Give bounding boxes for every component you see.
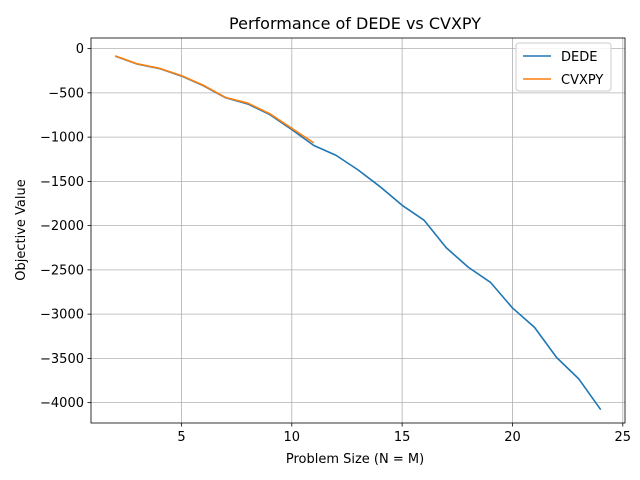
y-tick-label: −1500 (40, 175, 84, 190)
x-tick-label: 10 (284, 430, 301, 445)
y-tick-label: 0 (76, 42, 84, 57)
legend: DEDE CVXPY (515, 42, 612, 92)
legend-label-dede: DEDE (561, 50, 597, 65)
series-lines (114, 55, 602, 411)
grid (91, 38, 625, 423)
y-tick-label: −2000 (40, 219, 84, 234)
y-tick-label: −2500 (40, 263, 84, 278)
series-line-cvxpy (114, 55, 315, 144)
y-tick-label: −500 (48, 86, 84, 101)
y-tick-label: −3000 (40, 308, 84, 323)
x-tick-label: 20 (504, 430, 521, 445)
x-tick-label: 5 (177, 430, 185, 445)
x-axis-ticks: 5 10 15 20 25 (177, 423, 631, 445)
y-tick-label: −3500 (40, 352, 84, 367)
y-tick-label: −1000 (40, 131, 84, 146)
legend-label-cvxpy: CVXPY (561, 73, 603, 88)
plot-area-frame (90, 37, 626, 424)
x-tick-label: 15 (394, 430, 411, 445)
x-axis-label: Problem Size (N = M) (286, 452, 424, 467)
chart-title: Performance of DEDE vs CVXPY (229, 14, 481, 33)
x-tick-label: 25 (615, 430, 632, 445)
y-axis-label: Objective Value (14, 179, 29, 280)
y-axis-ticks: 0 −500 −1000 −1500 −2000 −2500 −3000 −3500 −4000 (40, 42, 91, 411)
y-tick-label: −4000 (40, 396, 84, 411)
